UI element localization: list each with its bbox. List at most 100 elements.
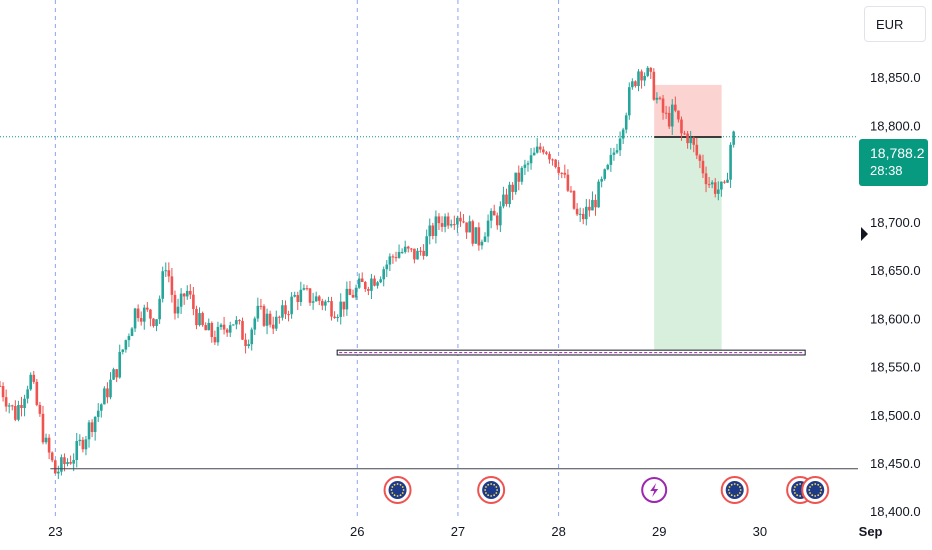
eu-flag-icon-star [396, 495, 399, 497]
candle-body [606, 164, 610, 170]
candle-body [75, 441, 79, 460]
candle-body [431, 225, 435, 236]
price-axis-marker-icon[interactable] [861, 227, 868, 241]
candle-body [274, 316, 278, 329]
y-tick-label: 18,650.0 [870, 263, 921, 278]
eu-flag-icon-star [819, 492, 822, 494]
candle-body [256, 305, 260, 319]
candle-body [474, 227, 478, 244]
eu-flag-icon-star [814, 495, 817, 497]
candle-body [69, 462, 72, 464]
candle-body [41, 413, 45, 443]
eu-flag-icon-star [820, 489, 823, 491]
candle-body [321, 300, 324, 306]
y-tick-label: 18,400.0 [870, 504, 921, 519]
eu-flag-icon[interactable] [383, 476, 412, 504]
x-tick-label: 26 [350, 524, 364, 539]
candle-body [609, 154, 613, 165]
candle-body [548, 153, 551, 160]
candle-body [78, 439, 82, 442]
candle-body [627, 87, 631, 116]
eu-flag-icon-star [739, 489, 742, 491]
candle-body [213, 337, 217, 343]
x-tick-label: Sep [859, 524, 883, 539]
candle-body [201, 313, 204, 326]
lightning-icon[interactable] [641, 477, 668, 503]
candle-body [566, 174, 570, 191]
candle-body [253, 318, 257, 330]
candle-body [379, 279, 382, 283]
eu-flag-icon[interactable] [477, 476, 506, 504]
candle-body [502, 194, 505, 207]
candle-body [637, 71, 640, 87]
candle-body [667, 112, 671, 127]
eu-flag-icon-star [390, 489, 393, 491]
eu-flag-icon-disc [725, 481, 744, 499]
candle-body [643, 75, 646, 81]
candle-body [658, 97, 662, 99]
candle-body [284, 305, 287, 315]
candle-body [465, 222, 468, 233]
eu-flag-icon[interactable] [720, 476, 749, 504]
y-tick-label: 18,700.0 [870, 215, 921, 230]
candle-body [655, 97, 659, 100]
candle-body [219, 324, 223, 327]
x-tick-label: 23 [48, 524, 62, 539]
candle-body [57, 471, 60, 474]
candle-body [152, 318, 155, 326]
candle-body [723, 181, 726, 183]
candle-body [149, 309, 152, 319]
candle-body [354, 287, 358, 298]
candle-body [640, 71, 643, 81]
currency-selector[interactable]: EUR [864, 6, 926, 42]
candle-body [0, 385, 2, 387]
candle-body [348, 288, 352, 295]
candle-body [90, 422, 94, 433]
eu-flag-icon-star [485, 492, 487, 494]
candle-body [112, 369, 115, 380]
eu-flag-icon-star [490, 495, 493, 497]
eu-flag-icon[interactable] [801, 476, 830, 504]
chart-grid [0, 0, 858, 518]
eu-flag-icon-star [728, 492, 731, 494]
candle-body [360, 278, 364, 282]
candle-body [391, 256, 395, 258]
candle-body [621, 129, 625, 139]
candle-body [305, 288, 309, 290]
candle-body [99, 404, 103, 411]
candle-body [192, 294, 195, 309]
candle-body [207, 322, 211, 331]
eu-flag-icon-star [739, 492, 741, 494]
candle-body [477, 227, 481, 246]
candle-body [674, 104, 677, 111]
candle-body [250, 329, 254, 345]
eu-flag-icon-star [799, 495, 802, 497]
candle-body [96, 410, 100, 417]
candle-body [161, 271, 164, 299]
eu-flag-icon-star [739, 486, 741, 488]
eu-flag-icon-star [730, 494, 733, 497]
candle-body [551, 159, 554, 161]
candle-body [499, 206, 502, 226]
candle-body [529, 155, 533, 164]
candle-body [115, 369, 118, 378]
candle-body [600, 178, 603, 182]
take-profit-zone [654, 136, 722, 351]
candle-body [388, 256, 392, 265]
candle-body [4, 397, 8, 407]
eu-flag-icon-star [814, 483, 817, 485]
candle-body [290, 296, 293, 315]
candle-body [185, 290, 189, 297]
eu-flag-icon-star [809, 492, 811, 494]
candle-body [299, 289, 303, 303]
candle-body [449, 224, 453, 226]
candle-body [35, 381, 39, 405]
candle-body [158, 298, 161, 320]
candle-body [66, 462, 69, 465]
candle-body [588, 206, 591, 211]
candle-body [106, 388, 109, 398]
candle-body [594, 199, 597, 208]
candle-body [542, 149, 545, 153]
candle-body [317, 296, 321, 301]
